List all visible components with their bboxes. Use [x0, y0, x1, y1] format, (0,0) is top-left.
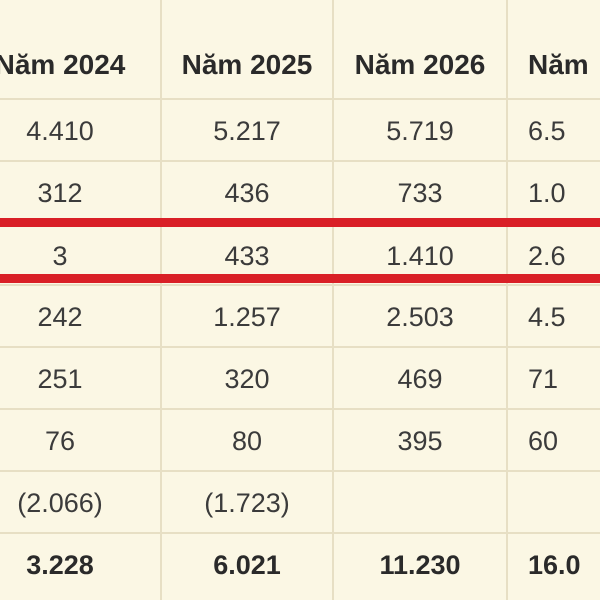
- row-divider: [0, 532, 600, 534]
- total-cell: 11.230: [379, 549, 461, 580]
- total-cell: 6.021: [213, 549, 281, 580]
- row-divider: [0, 470, 600, 472]
- header-cell: Năm 2024: [0, 49, 126, 80]
- table-cell: [508, 472, 600, 534]
- column-divider: [332, 0, 334, 600]
- table-cell: 242: [37, 301, 83, 332]
- row-divider: [0, 284, 600, 286]
- row-divider: [0, 160, 600, 162]
- table-cell: 733: [397, 177, 443, 208]
- table-cell: 395: [397, 425, 443, 456]
- header-cell: Năm 2026: [354, 49, 486, 80]
- table-cell: 436: [224, 177, 270, 208]
- table-cell: [334, 472, 506, 534]
- row-divider: [0, 408, 600, 410]
- table-cell: 320: [224, 363, 270, 394]
- column-divider: [160, 0, 162, 600]
- table-cell: 251: [37, 363, 83, 394]
- row-divider: [0, 98, 600, 100]
- header-cell: Năm 2025: [181, 49, 313, 80]
- table-cell: 2.503: [386, 301, 454, 332]
- table-cell: 4.410: [26, 115, 94, 146]
- table-cell: 469: [397, 363, 443, 394]
- table-cell: 5.217: [213, 115, 281, 146]
- table-cell: 80: [231, 425, 263, 456]
- table-cell: 1.257: [213, 301, 281, 332]
- table-cell: (1.723): [204, 487, 290, 518]
- table-cell: 60: [528, 425, 559, 456]
- table-cell: 1.410: [386, 240, 454, 271]
- total-cell: 16.0: [528, 549, 581, 580]
- highlight-line-bottom: [0, 274, 600, 283]
- table-cell: 2.6: [528, 240, 566, 271]
- header-cell: Năm: [528, 49, 589, 80]
- table-cell: 3: [52, 240, 68, 271]
- table-cell: 6.5: [528, 115, 566, 146]
- table-cell: 4.5: [528, 301, 566, 332]
- total-cell: 3.228: [26, 549, 94, 580]
- table-cell: 76: [44, 425, 76, 456]
- column-divider: [506, 0, 508, 600]
- row-divider: [0, 346, 600, 348]
- table-cell: (2.066): [17, 487, 103, 518]
- table-cell: 312: [37, 177, 83, 208]
- table-cell: 1.0: [528, 177, 566, 208]
- table-cell: 5.719: [386, 115, 454, 146]
- highlight-line-top: [0, 218, 600, 227]
- table-cell: 71: [528, 363, 559, 394]
- table-cell: 433: [224, 240, 270, 271]
